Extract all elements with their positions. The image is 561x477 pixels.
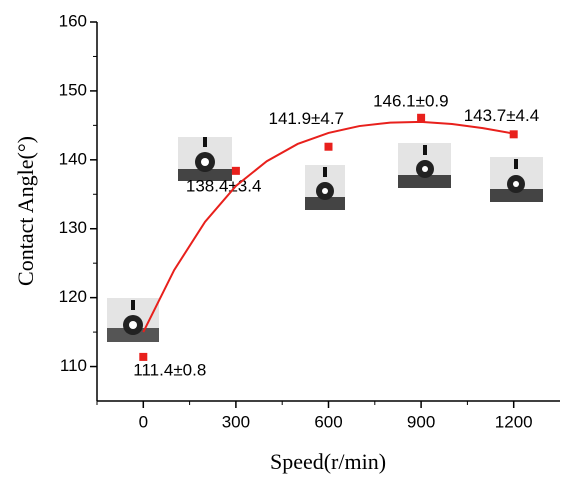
y-tick-label: 140 — [59, 149, 87, 168]
y-tick-label: 160 — [59, 11, 87, 30]
x-tick-label: 300 — [222, 412, 250, 431]
y-tick-label: 110 — [60, 356, 87, 375]
x-tick-label: 0 — [139, 412, 148, 431]
data-point — [231, 166, 240, 175]
x-tick-label: 900 — [407, 412, 435, 431]
data-point — [509, 130, 518, 139]
y-tick-label: 150 — [59, 80, 87, 99]
x-tick-label: 600 — [314, 412, 342, 431]
fit-curve — [142, 120, 514, 333]
x-axis-label: Speed(r/min) — [270, 449, 386, 474]
inset — [490, 157, 543, 202]
y-tick-label: 120 — [59, 287, 87, 306]
inset — [107, 298, 159, 342]
inset — [398, 143, 451, 188]
data-label: 143.7±4.4 — [464, 106, 540, 125]
data-label: 138.4±3.4 — [186, 176, 262, 195]
data-label: 146.1±0.9 — [373, 91, 449, 110]
inset — [305, 165, 345, 210]
data-point — [417, 113, 426, 122]
data-label: 141.9±4.7 — [269, 109, 345, 128]
data-label: 111.4±0.8 — [133, 360, 206, 379]
y-axis-label: Contact Angle(°) — [13, 136, 38, 286]
data-point — [139, 352, 148, 361]
x-tick-label: 1200 — [495, 412, 533, 431]
data-point — [324, 142, 333, 151]
droplet-insets — [107, 137, 543, 342]
y-tick-label: 130 — [59, 218, 87, 237]
inset — [178, 137, 232, 181]
